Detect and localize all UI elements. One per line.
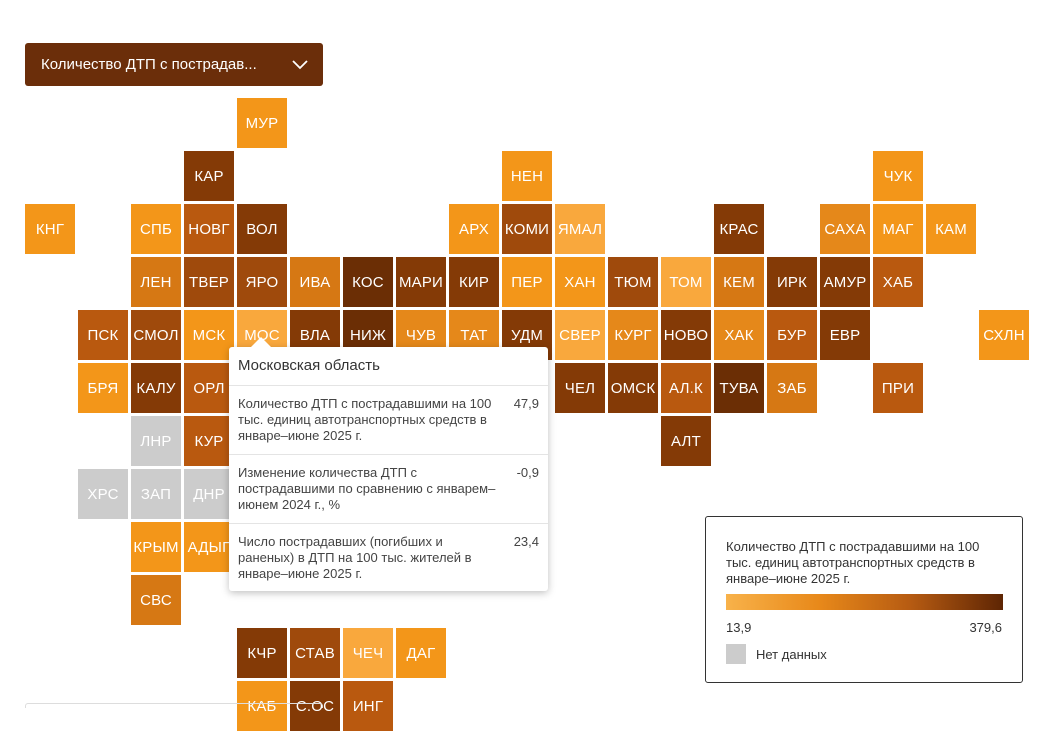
region-tile[interactable]: АРХ <box>449 204 499 254</box>
legend-nodata-label: Нет данных <box>756 647 827 662</box>
region-tile[interactable]: ЗАП <box>131 469 181 519</box>
tooltip-row-label: Изменение количества ДТП с пострадавшими… <box>238 465 496 512</box>
region-tile[interactable]: СТАВ <box>290 628 340 678</box>
tooltip-row-label: Количество ДТП с пострадавшими на 100 ты… <box>238 396 492 443</box>
region-tile[interactable]: ИВА <box>290 257 340 307</box>
tooltip-row-value: 47,9 <box>513 396 539 411</box>
region-tile[interactable]: ПРИ <box>873 363 923 413</box>
region-tile[interactable]: ХАН <box>555 257 605 307</box>
region-tile[interactable]: КЧР <box>237 628 287 678</box>
tooltip-row-label: Число пострадавших (погибших и раненых) … <box>238 534 472 581</box>
tooltip-row-value: -0,9 <box>516 465 539 480</box>
region-tile[interactable]: ЧЕЛ <box>555 363 605 413</box>
region-tile[interactable]: КОС <box>343 257 393 307</box>
region-tile[interactable]: САХА <box>820 204 870 254</box>
region-tile[interactable]: БРЯ <box>78 363 128 413</box>
region-tile[interactable]: ИНГ <box>343 681 393 731</box>
tooltip-row: Количество ДТП с пострадавшими на 100 ты… <box>229 385 548 454</box>
region-tile[interactable]: ЯРО <box>237 257 287 307</box>
legend-color-gradient <box>726 594 1003 610</box>
region-tile[interactable]: КНГ <box>25 204 75 254</box>
region-tile[interactable]: ХРС <box>78 469 128 519</box>
chevron-down-icon <box>287 52 313 78</box>
region-tile[interactable]: НОВО <box>661 310 711 360</box>
region-tile[interactable]: ВОЛ <box>237 204 287 254</box>
region-tile[interactable]: АЛТ <box>661 416 711 466</box>
tooltip-row: Изменение количества ДТП с пострадавшими… <box>229 454 548 523</box>
legend-nodata-swatch <box>726 644 746 664</box>
region-tile[interactable]: КАЛУ <box>131 363 181 413</box>
region-tile[interactable]: ЧЕЧ <box>343 628 393 678</box>
region-tile[interactable]: ПЕР <box>502 257 552 307</box>
indicator-dropdown-label: Количество ДТП с пострадав... <box>41 56 257 73</box>
next-control-edge <box>25 703 323 708</box>
region-tile[interactable]: КАР <box>184 151 234 201</box>
tooltip-row-value: 23,4 <box>513 534 539 549</box>
region-tile[interactable]: КИР <box>449 257 499 307</box>
region-tile[interactable]: СМОЛ <box>131 310 181 360</box>
tooltip-arrow <box>251 337 271 347</box>
region-tile[interactable]: НЕН <box>502 151 552 201</box>
region-tile[interactable]: ЯМАЛ <box>555 204 605 254</box>
region-tile[interactable]: КУР <box>184 416 234 466</box>
region-tile[interactable]: ИРК <box>767 257 817 307</box>
region-tile[interactable]: БУР <box>767 310 817 360</box>
region-tile[interactable]: ХАБ <box>873 257 923 307</box>
region-tile[interactable]: СВС <box>131 575 181 625</box>
region-tile[interactable]: ДАГ <box>396 628 446 678</box>
region-tile[interactable]: ХАК <box>714 310 764 360</box>
region-tile[interactable]: ОМСК <box>608 363 658 413</box>
region-tile[interactable]: ДНР <box>184 469 234 519</box>
region-tile[interactable]: АМУР <box>820 257 870 307</box>
region-tile[interactable]: ЕВР <box>820 310 870 360</box>
region-tile[interactable]: ПСК <box>78 310 128 360</box>
legend-min-value: 13,9 <box>726 620 752 635</box>
map-legend: Количество ДТП с пострадавшими на 100 ты… <box>705 516 1023 683</box>
region-tile[interactable]: КОМИ <box>502 204 552 254</box>
region-tile[interactable]: ОРЛ <box>184 363 234 413</box>
region-tile[interactable]: КАМ <box>926 204 976 254</box>
region-tile[interactable]: ЛЕН <box>131 257 181 307</box>
region-tile-map: МУР КАР НЕН ЧУК КНГ СПБ НОВГ ВОЛ АРХ КОМИ ЯМАЛ КРАС… <box>25 98 1029 731</box>
region-tile[interactable]: ТВЕР <box>184 257 234 307</box>
region-tile[interactable]: ЗАБ <box>767 363 817 413</box>
region-tile[interactable]: ТЮМ <box>608 257 658 307</box>
region-tile[interactable]: СПБ <box>131 204 181 254</box>
region-tile[interactable]: НОВГ <box>184 204 234 254</box>
tooltip-row: Число пострадавших (погибших и раненых) … <box>229 523 548 591</box>
indicator-dropdown[interactable]: Количество ДТП с пострадав... <box>25 43 323 86</box>
region-tile[interactable]: ЛНР <box>131 416 181 466</box>
region-tile[interactable]: ЧУК <box>873 151 923 201</box>
region-tile[interactable]: КУРГ <box>608 310 658 360</box>
region-tile[interactable]: СВЕР <box>555 310 605 360</box>
region-tile[interactable]: ТУВА <box>714 363 764 413</box>
region-tile[interactable]: КРАС <box>714 204 764 254</box>
region-tile[interactable]: АЛ.К <box>661 363 711 413</box>
region-tile[interactable]: МАРИ <box>396 257 446 307</box>
legend-title: Количество ДТП с пострадавшими на 100 ты… <box>726 539 980 586</box>
region-tile[interactable]: МАГ <box>873 204 923 254</box>
tooltip-title: Московская область <box>238 357 380 374</box>
region-tile[interactable]: КРЫМ <box>131 522 181 572</box>
region-tile[interactable]: ТОМ <box>661 257 711 307</box>
region-tile[interactable]: АДЫГ <box>184 522 234 572</box>
legend-max-value: 379,6 <box>969 620 1002 635</box>
region-tile[interactable]: КЕМ <box>714 257 764 307</box>
region-tooltip: Московская область Количество ДТП с пост… <box>229 337 548 591</box>
region-tile[interactable]: СХЛН <box>979 310 1029 360</box>
region-tile[interactable]: МСК <box>184 310 234 360</box>
region-tile[interactable]: МУР <box>237 98 287 148</box>
